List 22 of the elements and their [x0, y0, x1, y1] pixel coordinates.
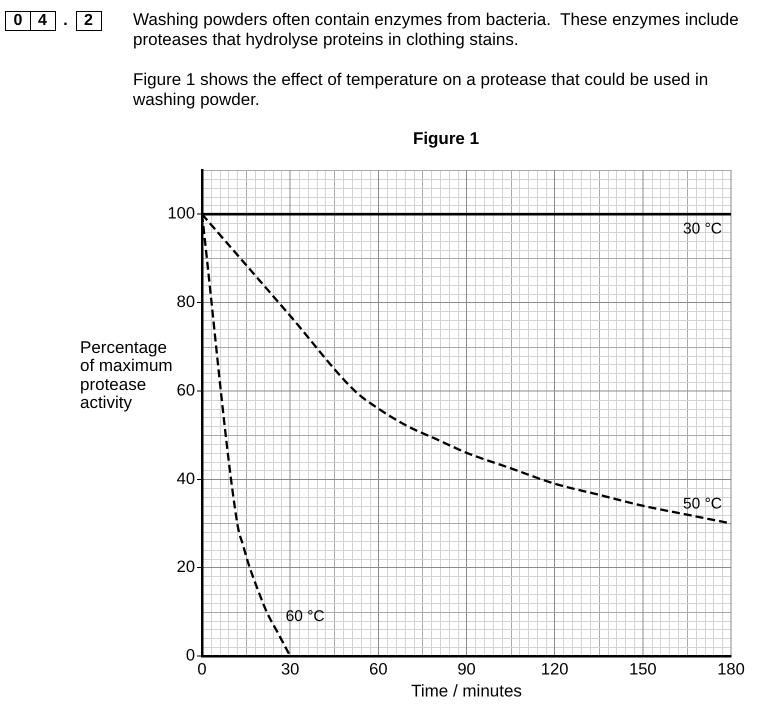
x-tick-label: 30: [280, 660, 300, 678]
x-tick-label: 0: [197, 660, 207, 678]
caption: Figure 1 shows the effect of temperature on a protease that could be used in washing powder.: [133, 70, 710, 110]
x-tick-label: 120: [540, 660, 568, 678]
series-label: 30 °C: [683, 220, 722, 238]
y-tick-label: 0: [186, 646, 195, 665]
x-tick-label: 60: [369, 660, 388, 678]
x-tick-label: 180: [717, 660, 745, 678]
series-label: 50 °C: [683, 496, 722, 513]
y-tick-label: 100: [167, 204, 195, 223]
series-label: 60 °C: [286, 608, 325, 626]
text: 0 4 . 2: [12, 11, 94, 31]
y-tick-label: 80: [176, 293, 195, 312]
y-tick-label: 20: [176, 558, 195, 576]
y-tick-label: 40: [176, 470, 195, 488]
x-tick-label: 150: [629, 660, 657, 678]
x-axis-title: Time / minutes: [411, 681, 522, 700]
y-axis-title: Percentage of maximum protease activity: [80, 338, 174, 412]
chart-title: Figure 1: [412, 129, 480, 149]
x-tick-label: 90: [457, 660, 476, 678]
y-tick-label: 60: [176, 381, 195, 400]
text: Washing powders often contain enzymes from bacteria. These enzymes include proteases that hydrolyse proteins in clothing stains.: [133, 10, 740, 50]
